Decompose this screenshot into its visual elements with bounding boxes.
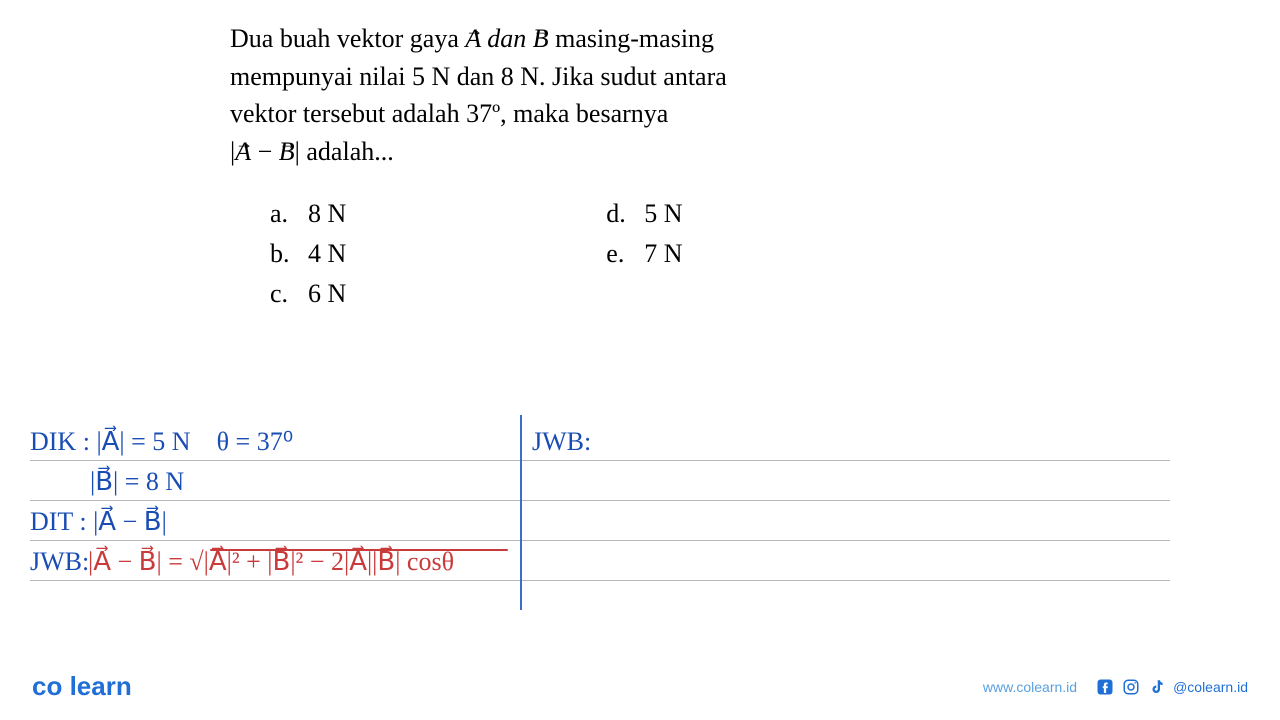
options-block: a. 8 N b. 4 N c. 6 N d. 5 N e. 7 N: [270, 199, 1010, 309]
logo-co: co: [32, 671, 62, 701]
sqrt-overline: [210, 549, 508, 551]
dik-theta: θ = 37⁰: [217, 427, 294, 456]
question-line4-post: adalah...: [300, 137, 394, 166]
option-label: a.: [270, 199, 308, 229]
dik-b-line: |B⃗| = 8 N: [90, 467, 184, 497]
dit-label: DIT :: [30, 507, 87, 536]
vector-b: →B: [533, 24, 549, 53]
vertical-divider: [520, 415, 522, 610]
option-value: 7 N: [644, 239, 682, 269]
question-line1-post: masing-masing: [549, 24, 714, 53]
vector-arrow-icon: →: [465, 17, 483, 43]
expr-vector-a: →A: [235, 137, 251, 166]
option-label: d.: [606, 199, 644, 229]
tiktok-icon[interactable]: [1147, 677, 1167, 697]
social-handle[interactable]: @colearn.id: [1173, 679, 1248, 695]
question-text: Dua buah vektor gaya →A dan →B masing-ma…: [230, 20, 1010, 171]
option-label: e.: [606, 239, 644, 269]
expr-vector-b: →B: [279, 137, 295, 166]
question-line3: vektor tersebut adalah 37º, maka besarny…: [230, 99, 668, 128]
vector-arrow-icon: →: [235, 130, 253, 156]
question-line2: mempunyai nilai 5 N dan 8 N. Jika sudut …: [230, 62, 727, 91]
brand-logo: co learn: [32, 671, 132, 702]
website-link[interactable]: www.colearn.id: [983, 679, 1077, 695]
option-c: c. 6 N: [270, 279, 346, 309]
jwb-right-label: JWB:: [532, 427, 591, 457]
option-e: e. 7 N: [606, 239, 682, 269]
option-value: 8 N: [308, 199, 346, 229]
social-block: @colearn.id: [1095, 677, 1248, 697]
facebook-icon[interactable]: [1095, 677, 1115, 697]
option-label: b.: [270, 239, 308, 269]
option-label: c.: [270, 279, 308, 309]
ruled-line: [30, 540, 1170, 541]
logo-dot-icon: [62, 671, 69, 701]
dik-a-value: |A⃗| = 5 N: [96, 427, 190, 456]
expr-minus: −: [251, 137, 279, 166]
dit-expr: |A⃗ − B⃗|: [93, 507, 167, 536]
option-d: d. 5 N: [606, 199, 682, 229]
ruled-line: [30, 500, 1170, 501]
logo-learn: learn: [70, 671, 132, 701]
option-value: 4 N: [308, 239, 346, 269]
instagram-icon[interactable]: [1121, 677, 1141, 697]
footer: co learn www.colearn.id @colearn.id: [0, 671, 1280, 702]
footer-right: www.colearn.id @colearn.id: [983, 677, 1248, 697]
options-left-col: a. 8 N b. 4 N c. 6 N: [270, 199, 346, 309]
option-value: 5 N: [644, 199, 682, 229]
dit-line: DIT : |A⃗ − B⃗|: [30, 507, 167, 537]
jwb-left-label: JWB:: [30, 547, 89, 577]
dan-italic: dan: [481, 24, 533, 53]
dik-label: DIK :: [30, 427, 90, 456]
vector-arrow-icon: →: [279, 130, 297, 156]
ruled-line: [30, 580, 1170, 581]
ruled-line: [30, 460, 1170, 461]
question-block: Dua buah vektor gaya →A dan →B masing-ma…: [230, 20, 1010, 309]
vector-arrow-icon: →: [533, 17, 551, 43]
option-a: a. 8 N: [270, 199, 346, 229]
options-right-col: d. 5 N e. 7 N: [606, 199, 682, 309]
vector-a: →A: [465, 24, 480, 53]
jwb-formula: |A⃗ − B⃗| = √|A⃗|² + |B⃗|² − 2|A⃗||B⃗| c…: [88, 547, 454, 577]
dik-line: DIK : |A⃗| = 5 N θ = 37⁰: [30, 427, 293, 457]
question-line1-pre: Dua buah vektor gaya: [230, 24, 465, 53]
option-b: b. 4 N: [270, 239, 346, 269]
option-value: 6 N: [308, 279, 346, 309]
dik-b-value: |B⃗| = 8 N: [90, 467, 184, 496]
